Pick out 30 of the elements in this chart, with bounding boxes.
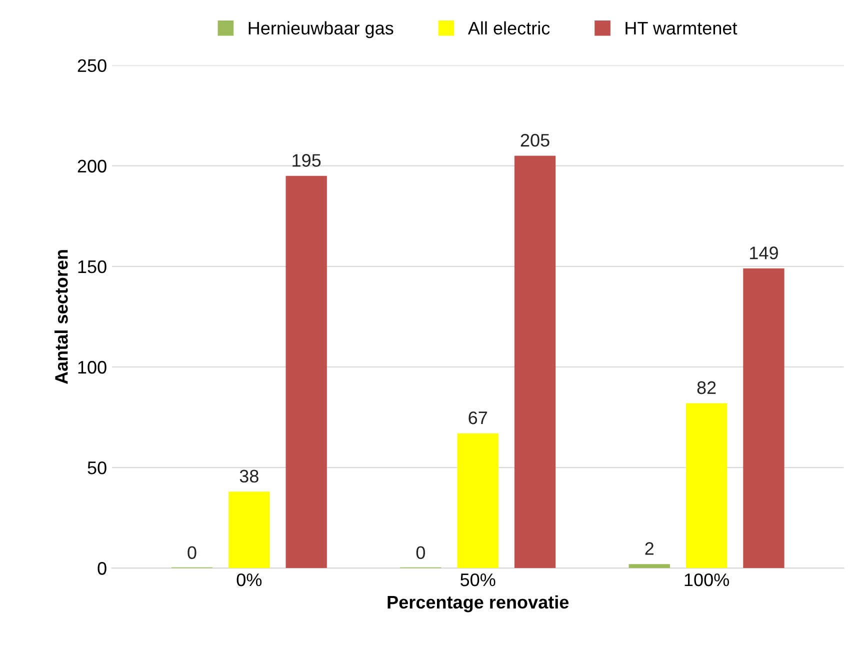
bar [686, 403, 728, 568]
y-axis-title: Aantal sectoren [54, 250, 68, 384]
bar [628, 564, 670, 568]
data-label: 67 [468, 411, 487, 424]
y-tick-label: 50 [88, 461, 106, 474]
y-tick-label: 150 [78, 260, 106, 274]
data-label: 82 [697, 381, 716, 394]
y-tick-label: 200 [78, 160, 106, 173]
bar [228, 492, 270, 568]
x-tick-label: 50% [460, 573, 496, 586]
bar [514, 156, 556, 568]
y-tick-label: 0 [98, 562, 106, 575]
data-label: 149 [750, 246, 778, 260]
legend-label: All electric [468, 21, 550, 35]
legend-label: HT warmtenet [626, 22, 738, 35]
bar [743, 268, 784, 568]
x-tick-label: 0% [236, 573, 262, 586]
data-label: 38 [240, 470, 258, 483]
y-tick-label: 100 [78, 360, 106, 374]
x-axis-title: Percentage renovatie [388, 595, 569, 612]
legend-label: Hernieuwbaar gas [248, 21, 394, 38]
y-tick-label: 250 [78, 59, 106, 72]
bar [286, 176, 327, 568]
bar [457, 433, 498, 568]
x-tick-label: 100% [684, 573, 730, 586]
data-label: 195 [292, 154, 321, 167]
data-label: 0 [188, 546, 196, 559]
data-label: 0 [416, 546, 425, 559]
data-label: 205 [520, 134, 550, 147]
data-label: 2 [645, 542, 654, 555]
